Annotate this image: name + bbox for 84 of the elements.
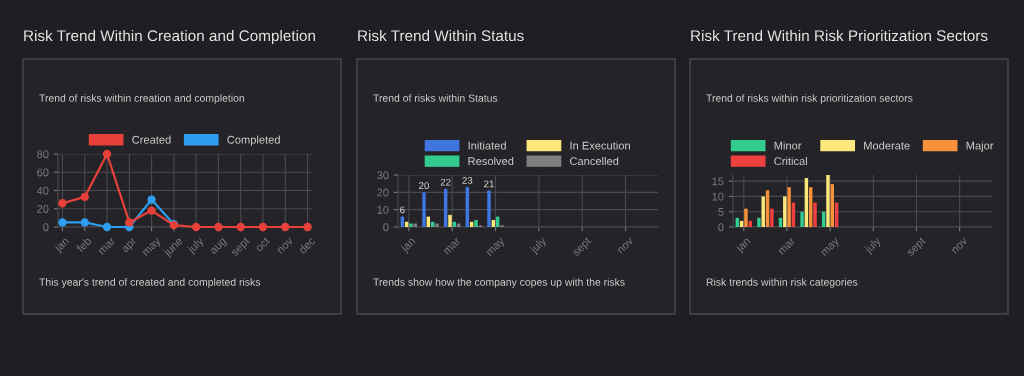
y-tick-label: 20 [377, 188, 389, 197]
legend-label: Completed [227, 135, 280, 146]
point [58, 218, 67, 227]
y-tick-label: 40 [36, 186, 49, 195]
legend-label: Created [132, 135, 171, 144]
bar [787, 187, 791, 227]
x-tick-label: nov [277, 237, 294, 254]
point [80, 192, 89, 202]
y-tick-label: 20 [37, 205, 49, 213]
bar [757, 217, 761, 227]
bar [783, 196, 787, 227]
x-tick-label: aug [210, 238, 229, 257]
point [303, 222, 312, 232]
point [58, 199, 67, 208]
point [281, 222, 290, 232]
y-tick-label: 30 [377, 171, 389, 180]
legend-label: Cancelled [570, 156, 619, 166]
legend-label: Minor [774, 141, 802, 150]
data-label: 23 [462, 176, 473, 184]
x-tick-label: apr [121, 237, 139, 255]
text: Risk trends within risk categories [706, 278, 858, 288]
data-label: 21 [484, 180, 494, 188]
bar [487, 190, 491, 227]
point [258, 222, 268, 232]
bar [448, 214, 452, 227]
point [147, 195, 156, 204]
data-label: 20 [419, 182, 430, 190]
bar [770, 208, 774, 227]
bar [761, 196, 765, 227]
chart-title: Risk Trend Within Creation and Completion [24, 29, 315, 45]
legend-label: Resolved [468, 156, 514, 166]
point [191, 222, 201, 232]
x-tick-label: july [186, 236, 206, 256]
x-tick-label: jan [734, 236, 753, 255]
bar [435, 223, 439, 227]
legend-label: In Execution [570, 141, 630, 150]
chart-subtitle: Trend of risks within Status [373, 94, 498, 102]
chart-subtitle: Trend of risks within creation and completion [39, 94, 245, 104]
x-tick-label: mar [98, 237, 116, 255]
x-tick-label: jan [399, 236, 418, 255]
chart-title: Risk Trend Within Risk Prioritization Sectors [691, 29, 988, 42]
y-tick-label: 5 [718, 208, 724, 216]
x-tick-label: jan [53, 236, 71, 255]
legend-label: Moderate [864, 141, 910, 150]
y-tick-label: 0 [383, 223, 389, 232]
data-label: 6 [400, 206, 405, 214]
x-tick-label: oct [255, 236, 271, 252]
point [102, 149, 112, 159]
legend-label: Major [966, 141, 994, 152]
bar [474, 220, 478, 227]
y-tick-label: 10 [377, 205, 389, 214]
x-tick-label: sept [906, 236, 928, 258]
x-tick-label: feb [75, 236, 92, 253]
x-tick-label: july [863, 236, 883, 256]
y-tick-label: 60 [37, 168, 49, 177]
bar [813, 202, 817, 227]
text: This year's trend of created and completed risks [39, 278, 261, 288]
y-tick-label: 80 [37, 150, 49, 159]
bar [409, 223, 413, 227]
x-tick-label: mar [778, 237, 796, 255]
x-tick-label: nov [617, 237, 634, 254]
point [102, 222, 112, 232]
point [214, 222, 223, 232]
x-tick-label: dec [297, 236, 316, 255]
y-tick-label: 10 [712, 192, 724, 201]
x-tick-label: mar [443, 237, 461, 255]
point [236, 222, 245, 232]
x-tick-label: july [529, 236, 549, 256]
text: Trends show how the company copes up with the risks [373, 278, 625, 288]
x-tick-label: nov [951, 237, 969, 254]
point [147, 206, 156, 215]
y-tick-label: 0 [718, 223, 724, 232]
y-tick-label: 15 [712, 177, 724, 186]
y-tick-label: 0 [43, 223, 49, 232]
data-label: 22 [440, 178, 451, 186]
chart-title: Risk Trend Within Status [358, 29, 524, 42]
point [80, 218, 89, 227]
point [125, 218, 134, 227]
bar [744, 208, 748, 227]
chart-subtitle: Trend of risks within risk prioritization sectors [706, 94, 913, 104]
bar [422, 192, 426, 227]
legend-label: Initiated [468, 141, 506, 150]
bar [800, 211, 804, 227]
legend-label: Critical [774, 156, 807, 166]
